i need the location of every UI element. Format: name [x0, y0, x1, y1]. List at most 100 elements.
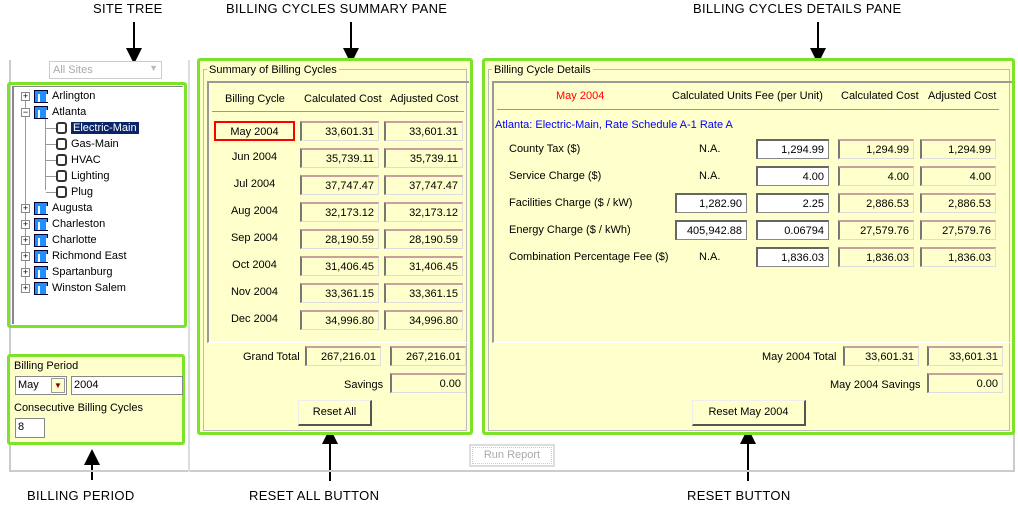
billing-cycle-label[interactable]: Jul 2004	[233, 178, 276, 190]
summary-pane: Summary of Billing Cycles Billing Cycle …	[197, 58, 473, 435]
details-header-adj: Adjusted Cost	[928, 90, 997, 102]
tree-item-charlotte[interactable]: Charlotte	[34, 233, 97, 247]
fee-input[interactable]: 0.06794	[756, 220, 829, 240]
tree-item-spartanburg[interactable]: Spartanburg	[34, 265, 113, 279]
month-total-label: May 2004 Total	[762, 351, 837, 363]
month-value: May	[18, 379, 39, 391]
calculated-cost: 34,996.80	[300, 310, 379, 330]
expand-icon[interactable]: +	[21, 267, 30, 277]
expand-icon[interactable]: +	[21, 283, 30, 293]
details-groupbox	[488, 69, 1010, 431]
billing-cycle-label[interactable]: Nov 2004	[230, 286, 279, 298]
tree-item-richmond-east[interactable]: Richmond East	[34, 249, 127, 263]
calculated-units-input[interactable]: 1,282.90	[675, 193, 747, 213]
site-icon	[34, 281, 48, 295]
charge-label: Facilities Charge ($ / kW)	[509, 197, 633, 209]
chevron-down-icon: ▼	[149, 63, 158, 73]
tree-line	[25, 97, 26, 287]
grand-total-label: Grand Total	[243, 351, 300, 363]
charge-label: County Tax ($)	[509, 143, 581, 155]
calculated-units-input[interactable]: 405,942.88	[675, 220, 747, 240]
site-select[interactable]: All Sites ▼	[49, 61, 162, 79]
cycles-input[interactable]: 8	[15, 418, 45, 438]
cycles-value: 8	[18, 421, 25, 433]
adjusted-cost: 27,579.76	[920, 220, 996, 240]
tree-item-charleston[interactable]: Charleston	[34, 217, 105, 231]
expand-icon[interactable]: +	[21, 235, 30, 245]
site-select-value: All Sites	[53, 64, 93, 76]
summary-table-frame	[207, 81, 469, 343]
frame-divider	[188, 60, 190, 472]
site-tree-highlight	[7, 82, 187, 328]
adjusted-cost: 34,996.80	[384, 310, 463, 330]
tree-item-lighting[interactable]: Lighting	[56, 169, 110, 183]
calculated-cost: 27,579.76	[838, 220, 914, 240]
adjusted-cost: 35,739.11	[384, 148, 463, 168]
tree-item-label: HVAC	[71, 154, 101, 166]
site-icon	[34, 201, 48, 215]
site-icon	[34, 105, 48, 119]
reset-month-button[interactable]: Reset May 2004	[692, 400, 806, 426]
month-select[interactable]: May ▼	[15, 376, 67, 395]
details-month: May 2004	[556, 90, 605, 102]
calculated-cost: 1,294.99	[838, 139, 914, 159]
billing-cycle-label[interactable]: Aug 2004	[230, 205, 279, 217]
adjusted-cost: 4.00	[920, 166, 996, 186]
consecutive-cycles-label: Consecutive Billing Cycles	[14, 402, 143, 414]
arrow-head	[84, 449, 100, 465]
tree-item-label: Plug	[71, 186, 94, 198]
adjusted-cost: 1,836.03	[920, 247, 996, 267]
tree-item-label: Charlotte	[52, 234, 97, 246]
meter-icon	[56, 170, 67, 183]
tree-item-plug[interactable]: Plug	[56, 185, 93, 199]
tree-item-hvac[interactable]: HVAC	[56, 153, 101, 167]
tree-item-atlanta[interactable]: Atlanta	[34, 105, 86, 119]
fee-input[interactable]: 4.00	[756, 166, 829, 186]
tree-item-winston-salem[interactable]: Winston Salem	[34, 281, 126, 295]
calculated-cost: 32,173.12	[300, 202, 379, 222]
calculated-cost: 35,739.11	[300, 148, 379, 168]
tree-item-electric-main[interactable]: Electric-Main	[56, 121, 139, 135]
billing-period-label: Billing Period	[14, 360, 79, 372]
calculated-cost: 4.00	[838, 166, 914, 186]
tree-item-label: Arlington	[52, 90, 96, 102]
reset-all-button[interactable]: Reset All	[298, 400, 372, 426]
expand-icon[interactable]: +	[21, 203, 30, 213]
details-table-frame	[492, 81, 1012, 343]
tree-item-label: Winston Salem	[52, 282, 126, 294]
fee-input[interactable]: 2.25	[756, 193, 829, 213]
annotation-reset: RESET BUTTON	[687, 488, 791, 503]
tree-item-augusta[interactable]: Augusta	[34, 201, 92, 215]
arrow-down	[350, 22, 352, 50]
site-icon	[34, 217, 48, 231]
tree-item-arlington[interactable]: Arlington	[34, 89, 95, 103]
billing-cycle-label[interactable]: Sep 2004	[230, 232, 279, 244]
adjusted-cost: 1,294.99	[920, 139, 996, 159]
charge-label: Energy Charge ($ / kWh)	[509, 224, 631, 236]
tree-item-label: Spartanburg	[52, 266, 113, 278]
grand-total-calc: 267,216.01	[305, 346, 381, 366]
year-input[interactable]: 2004	[71, 376, 183, 395]
tree-line	[46, 176, 56, 177]
calculated-cost: 1,836.03	[838, 247, 914, 267]
tree-item-gas-main[interactable]: Gas-Main	[56, 137, 119, 151]
expand-icon[interactable]: +	[21, 91, 30, 101]
details-pane: Billing Cycle Details May 2004 Calculate…	[482, 58, 1015, 435]
calculated-cost: 37,747.47	[300, 175, 379, 195]
collapse-icon[interactable]: −	[21, 107, 30, 117]
billing-cycle-label[interactable]: Dec 2004	[230, 313, 279, 325]
fee-input[interactable]: 1,294.99	[756, 139, 829, 159]
calculated-cost: 31,406.45	[300, 256, 379, 276]
expand-icon[interactable]: +	[21, 251, 30, 261]
run-report-button[interactable]: Run Report	[469, 444, 555, 467]
fee-input[interactable]: 1,836.03	[756, 247, 829, 267]
billing-cycle-label[interactable]: Oct 2004	[232, 259, 277, 271]
adjusted-cost: 37,747.47	[384, 175, 463, 195]
tree-item-label: Richmond East	[52, 250, 127, 262]
billing-cycle-label[interactable]: May 2004	[214, 121, 295, 141]
summary-header-cycle: Billing Cycle	[225, 93, 285, 105]
billing-cycle-label[interactable]: Jun 2004	[231, 151, 278, 163]
expand-icon[interactable]: +	[21, 219, 30, 229]
tree-line	[46, 192, 56, 193]
adjusted-cost: 33,601.31	[384, 121, 463, 141]
